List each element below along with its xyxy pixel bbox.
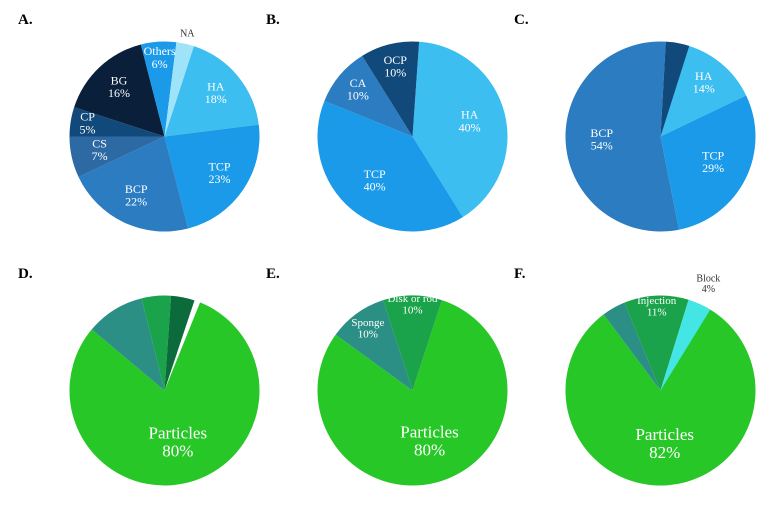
panel-E: E.Particles80%Sponge10%Disk or rod10%	[300, 278, 525, 503]
pie-D: Particles80%Putty10%Paste5%Gel4%	[52, 278, 277, 503]
slice-label: CP5%	[80, 109, 96, 136]
panel-F: F.Particles82%Plug4%Injection11%Block4%	[548, 278, 773, 503]
pie-E: Particles80%Sponge10%Disk or rod10%	[300, 278, 525, 503]
panel-D: D.Particles80%Putty10%Paste5%Gel4%	[52, 278, 277, 503]
slice-label: Putty10%	[91, 280, 115, 304]
panel-label-F: F.	[514, 266, 526, 283]
pie-A: HA18%TCP23%BCP22%CS7%CP5%BG16%Others6%NA	[52, 24, 277, 249]
slice-label: Block4%	[696, 274, 720, 296]
panel-label-C: C.	[514, 12, 529, 29]
slice-label: CS7%	[92, 136, 108, 163]
slice-label: BCP54%	[590, 126, 613, 153]
slice-label: TCP23%	[208, 159, 230, 186]
pie-F: Particles82%Plug4%Injection11%Block4%	[548, 278, 773, 503]
panel-label-B: B.	[266, 12, 280, 29]
slice-label: HA40%	[459, 107, 481, 134]
slice-label: Gel4%	[179, 267, 194, 289]
panel-A: A.HA18%TCP23%BCP22%CS7%CP5%BG16%Others6%…	[52, 24, 277, 249]
slice-label: TCP29%	[702, 148, 724, 175]
slice-label: Paste5%	[144, 262, 166, 284]
slice-label: OCP10%	[384, 53, 408, 80]
slice-label: Plug4%	[594, 279, 612, 301]
pie-C: HA14%TCP29%BCP54%CP4%	[548, 24, 773, 249]
slice-label: TCP40%	[364, 167, 386, 194]
panel-label-D: D.	[18, 266, 33, 283]
slice-label: BCP22%	[125, 182, 148, 209]
panel-label-A: A.	[18, 12, 33, 29]
slice-label: CP4%	[673, 14, 688, 38]
panel-B: B.HA40%TCP40%CA10%OCP10%	[300, 24, 525, 249]
slice-label: BG16%	[108, 73, 130, 100]
pie-B: HA40% TCP40% CA10% OCP10%	[300, 24, 525, 249]
slice-label: CA10%	[347, 76, 369, 103]
slice-label: NA	[180, 29, 195, 40]
panel-C: C.HA14%TCP29%BCP54%CP4%	[548, 24, 773, 249]
figure-root: A.HA18%TCP23%BCP22%CS7%CP5%BG16%Others6%…	[0, 0, 775, 516]
panel-label-E: E.	[266, 266, 280, 283]
slice-label: HA18%	[205, 79, 227, 106]
slice-label: HA14%	[693, 69, 715, 96]
